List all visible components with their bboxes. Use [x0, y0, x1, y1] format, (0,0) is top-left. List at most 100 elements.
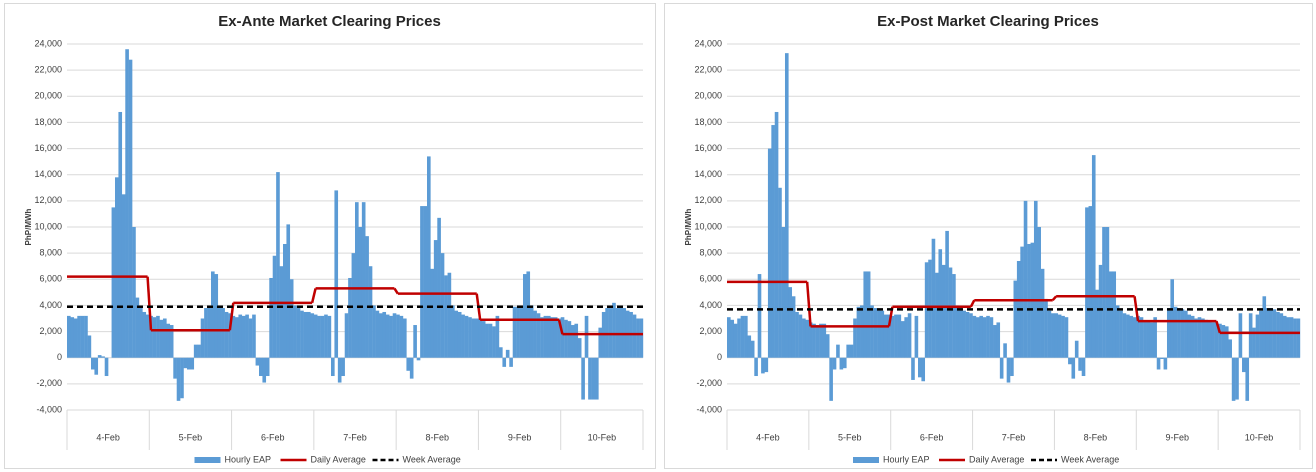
- panel-frame: [4, 3, 656, 469]
- bar: [399, 315, 404, 358]
- bar: [938, 249, 943, 358]
- bar: [296, 308, 301, 358]
- bar: [1187, 314, 1192, 358]
- bar: [571, 325, 575, 358]
- bar: [289, 279, 294, 358]
- bar: [553, 317, 558, 358]
- daily-average-step: [557, 319, 564, 335]
- bar: [550, 317, 555, 358]
- bar: [1201, 318, 1205, 358]
- bar: [125, 49, 129, 358]
- bar: [1068, 357, 1072, 365]
- y-tick-label: -2,000: [36, 378, 62, 388]
- bar: [1132, 317, 1137, 358]
- bar: [423, 206, 428, 358]
- y-tick-label: 14,000: [34, 169, 62, 179]
- bar: [145, 314, 150, 358]
- bar: [989, 317, 994, 358]
- bar: [1091, 155, 1096, 358]
- bar: [784, 53, 789, 358]
- bar: [567, 321, 572, 358]
- bar: [135, 297, 140, 358]
- bar: [1286, 317, 1290, 358]
- y-tick-label: 20,000: [694, 91, 722, 101]
- bar: [740, 315, 745, 358]
- bar: [416, 357, 421, 361]
- bar: [750, 340, 755, 358]
- bar: [1197, 317, 1202, 358]
- bar: [84, 315, 88, 358]
- bar: [409, 357, 414, 379]
- bar: [488, 323, 493, 358]
- bar: [1146, 321, 1151, 358]
- bar: [955, 305, 960, 358]
- daily-average-step: [310, 288, 317, 304]
- bar: [982, 317, 987, 358]
- bar: [224, 311, 229, 358]
- bar: [825, 334, 830, 358]
- daily-average-step: [1215, 320, 1222, 334]
- bar: [754, 357, 758, 377]
- bar: [999, 357, 1004, 379]
- bar: [91, 357, 95, 370]
- daily-average-step: [146, 276, 153, 331]
- bar: [430, 268, 435, 358]
- bar: [101, 356, 105, 358]
- bar: [413, 325, 417, 358]
- y-tick-label: 12,000: [34, 195, 62, 205]
- y-tick-label: 2,000: [39, 326, 62, 336]
- y-tick-label: 6,000: [699, 274, 722, 284]
- bar: [286, 224, 291, 358]
- bar: [444, 275, 448, 358]
- bar: [975, 317, 980, 358]
- bar: [478, 318, 483, 358]
- bar: [1163, 357, 1168, 370]
- bar: [1245, 357, 1250, 401]
- daily-average-step: [969, 299, 976, 308]
- bar: [1088, 206, 1093, 358]
- bar: [97, 355, 102, 358]
- bar: [272, 255, 277, 358]
- y-tick-label: 6,000: [39, 274, 62, 284]
- bar: [139, 306, 143, 358]
- bar: [331, 357, 335, 377]
- bar: [523, 274, 527, 358]
- y-tick-label: 4,000: [39, 300, 62, 310]
- bar: [1085, 207, 1089, 358]
- bar: [368, 266, 373, 358]
- x-tick-label: 5-Feb: [838, 432, 862, 442]
- bar: [962, 310, 966, 358]
- y-tick-label: -4,000: [696, 404, 722, 414]
- bar: [1149, 322, 1154, 358]
- bar: [1296, 318, 1301, 358]
- bar: [492, 326, 496, 358]
- bar: [584, 315, 589, 358]
- bar: [245, 314, 249, 358]
- bar: [80, 315, 85, 358]
- bar: [1231, 357, 1236, 401]
- bar: [320, 315, 325, 358]
- y-tick-label: 16,000: [694, 143, 722, 153]
- bar: [447, 272, 452, 358]
- bar: [557, 318, 561, 358]
- bar: [303, 311, 308, 358]
- bar: [822, 323, 827, 358]
- bar: [972, 315, 977, 358]
- bar: [406, 357, 411, 371]
- bar: [914, 315, 919, 358]
- bar: [608, 308, 613, 358]
- bar: [788, 287, 793, 358]
- bar: [832, 357, 837, 370]
- bar: [996, 322, 1001, 358]
- bar: [396, 314, 400, 358]
- bar: [948, 267, 953, 358]
- bar: [1010, 357, 1014, 377]
- bar: [173, 357, 177, 379]
- bar: [1170, 279, 1175, 358]
- bar: [1013, 280, 1018, 358]
- bar: [440, 253, 445, 358]
- bar: [819, 323, 823, 358]
- bar: [900, 321, 905, 358]
- bar: [207, 306, 212, 358]
- bar: [1109, 271, 1113, 358]
